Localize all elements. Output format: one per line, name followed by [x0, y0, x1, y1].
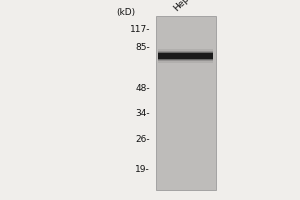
Bar: [156, 16, 216, 190]
Bar: [158, 53, 213, 59]
Bar: [158, 51, 213, 53]
Bar: [158, 49, 213, 53]
Text: 117-: 117-: [130, 24, 150, 33]
Bar: [158, 59, 213, 61]
Bar: [158, 52, 213, 53]
Text: (kD): (kD): [116, 8, 135, 18]
Bar: [158, 59, 213, 60]
Text: 48-: 48-: [135, 84, 150, 93]
Text: 26-: 26-: [135, 136, 150, 144]
Text: 34-: 34-: [135, 108, 150, 117]
Text: 19-: 19-: [135, 164, 150, 173]
Text: 85-: 85-: [135, 44, 150, 52]
Bar: [158, 59, 213, 63]
Text: HepG2: HepG2: [172, 0, 200, 13]
